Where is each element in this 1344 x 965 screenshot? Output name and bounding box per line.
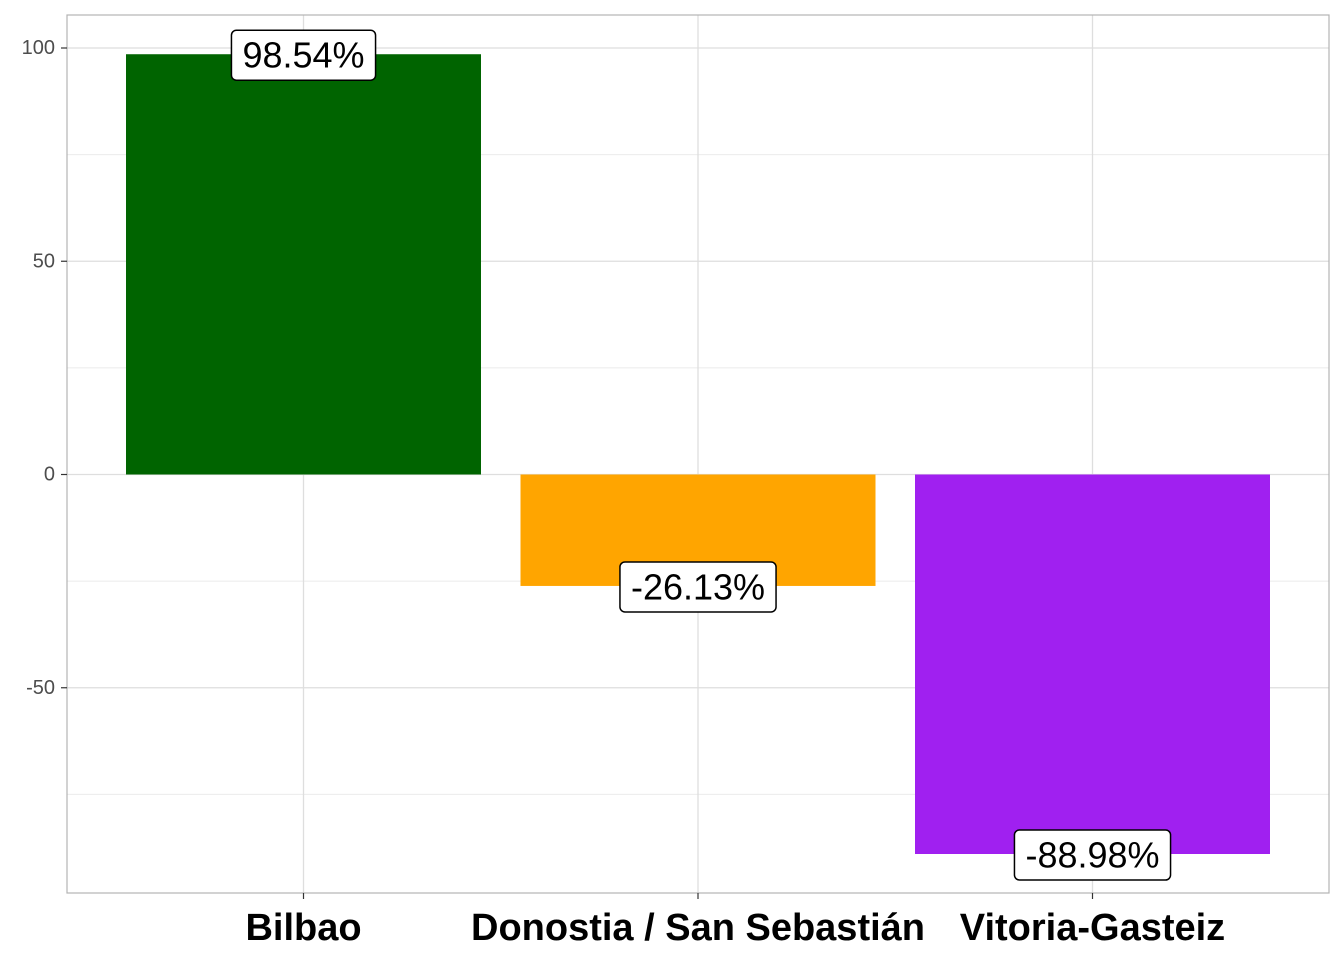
label-layer: 98.54% -26.13% -88.98% xyxy=(230,29,1172,881)
data-label: -88.98% xyxy=(1013,829,1172,881)
bar-layer xyxy=(126,54,1270,854)
bar xyxy=(915,474,1270,854)
data-label-box xyxy=(619,561,777,613)
data-label-text: 98.54% xyxy=(242,35,364,76)
x-category-label: Donostia / San Sebastián xyxy=(471,907,925,949)
x-category-label: Bilbao xyxy=(245,907,361,949)
y-tick-label: 0 xyxy=(44,464,55,486)
x-category-label: Vitoria-Gasteiz xyxy=(960,907,1225,949)
data-label-box xyxy=(1013,829,1172,881)
data-label-text: -26.13% xyxy=(631,566,765,607)
y-tick-label: 100 xyxy=(22,37,55,59)
axis-layer: 100 50 0 -50 Bilbao Donostia / San Sebastián V… xyxy=(22,37,1226,949)
y-tick-label: 50 xyxy=(33,250,55,272)
bar xyxy=(126,54,481,475)
data-label: 98.54% xyxy=(230,29,377,81)
data-label-box xyxy=(230,29,377,81)
data-label: -26.13% xyxy=(619,561,777,613)
y-tick-label: -50 xyxy=(26,677,55,699)
data-label-text: -88.98% xyxy=(1025,834,1159,875)
